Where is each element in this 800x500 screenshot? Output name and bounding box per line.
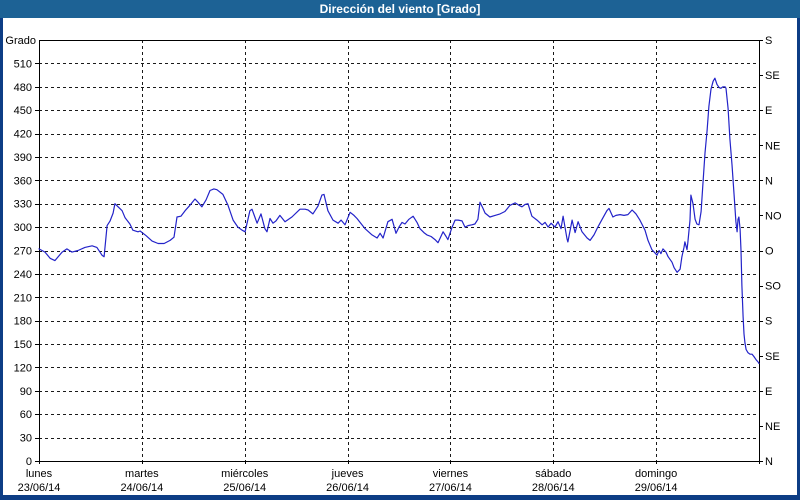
day-weekday-label: viernes [433, 468, 469, 480]
chart-area [3, 18, 797, 495]
y-tick-label: 270 [14, 246, 32, 258]
y-tick-label: 0 [26, 456, 32, 468]
compass-tick-label: E [765, 386, 772, 398]
y-axis-ticks: 0 30 60 90 120 150 180 210 240 270 300 330 360 390 420… [14, 58, 39, 468]
compass-tick-label: S [765, 316, 772, 328]
y-tick-label: 120 [14, 362, 32, 374]
compass-tick-label: N [765, 456, 773, 468]
compass-tick-label: SE [765, 70, 780, 82]
y-tick-label: 210 [14, 292, 32, 304]
compass-tick-label: E [765, 105, 772, 117]
day-weekday-label: lunes [26, 468, 53, 480]
compass-tick-label: SE [765, 351, 780, 363]
y-tick-label: 330 [14, 199, 32, 211]
day-date-label: 23/06/14 [18, 482, 61, 494]
y-tick-label: 300 [14, 222, 32, 234]
day-weekday-label: miércoles [221, 468, 269, 480]
y-tick-label: 90 [20, 386, 32, 398]
x-axis-labels: lunes 23/06/14 martes 24/06/14 miércoles 25/0… [18, 461, 760, 494]
chart-title: Dirección del viento [Grado] [319, 2, 481, 16]
y-tick-label: 60 [20, 409, 32, 421]
day-date-label: 26/06/14 [326, 482, 369, 494]
y-tick-label: 450 [14, 105, 32, 117]
y-tick-label: 420 [14, 129, 32, 141]
y-tick-label: 480 [14, 82, 32, 94]
compass-tick-label: S [765, 35, 772, 47]
compass-tick-label: NO [765, 210, 782, 222]
y-tick-label: 360 [14, 175, 32, 187]
compass-tick-label: O [765, 246, 774, 258]
compass-tick-label: NE [765, 140, 780, 152]
day-weekday-label: sábado [535, 468, 571, 480]
day-date-label: 28/06/14 [532, 482, 575, 494]
day-weekday-label: martes [125, 468, 159, 480]
wind-direction-line [38, 77, 760, 365]
day-date-label: 29/06/14 [635, 482, 678, 494]
y-tick-label: 150 [14, 339, 32, 351]
compass-tick-label: SO [765, 281, 781, 293]
y-axis-title: Grado [5, 35, 36, 47]
day-weekday-label: jueves [331, 468, 364, 480]
day-weekday-label: domingo [635, 468, 677, 480]
day-date-label: 25/06/14 [223, 482, 266, 494]
y-tick-label: 390 [14, 152, 32, 164]
y-tick-label: 510 [14, 58, 32, 70]
day-date-label: 27/06/14 [429, 482, 472, 494]
y-tick-label: 240 [14, 269, 32, 281]
title-bar: Dirección del viento [Grado] [0, 0, 800, 18]
y-tick-label: 180 [14, 316, 32, 328]
day-date-label: 24/06/14 [120, 482, 163, 494]
compass-tick-label: NE [765, 421, 780, 433]
right-axis-labels: N NE E SE S SO O NO N NE E SE S [759, 35, 782, 468]
compass-tick-label: N [765, 175, 773, 187]
gridlines [39, 40, 759, 461]
y-tick-label: 30 [20, 433, 32, 445]
